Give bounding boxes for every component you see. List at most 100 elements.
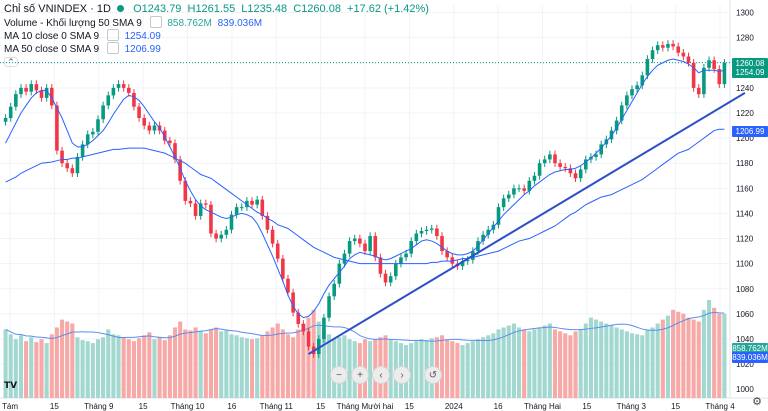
candle-body — [204, 203, 208, 205]
volume-bar — [275, 323, 280, 398]
candle-body — [286, 278, 290, 293]
ma50-value: 1206.99 — [124, 43, 161, 55]
scroll-left-button[interactable]: ‹ — [372, 366, 390, 384]
volume-bar — [629, 333, 635, 398]
volume-bar — [224, 330, 229, 398]
candle-body — [96, 119, 100, 132]
y-tick-label: 1100 — [736, 260, 754, 269]
volume-bar — [316, 321, 321, 398]
volume-bar — [137, 338, 142, 398]
volume-bar — [214, 327, 219, 398]
y-tick-label: 1140 — [736, 209, 754, 218]
zoom-in-button[interactable]: + — [351, 366, 369, 384]
candle-body — [116, 84, 121, 88]
candle-body — [85, 134, 90, 145]
y-tick-label: 1180 — [736, 159, 754, 168]
volume-bar — [706, 300, 712, 398]
candle-body — [188, 200, 193, 204]
x-tick-label: 15 — [139, 402, 148, 411]
volume-bar — [54, 327, 59, 398]
legend-volume-row[interactable]: Volume - Khối lượng 50 SMA 9 858.762M 83… — [4, 16, 265, 30]
chart-nav-toolbar: − + ‹ › ↺ — [330, 366, 442, 384]
volume-bar — [18, 335, 24, 398]
scroll-right-button[interactable]: › — [393, 366, 411, 384]
candle-body — [383, 273, 388, 283]
volume-bar — [172, 327, 178, 398]
x-tick-label: Tháng Hai — [524, 402, 561, 411]
y-tick-label: 1060 — [736, 310, 754, 319]
volume-bar — [496, 329, 501, 398]
price-axis-tag: 858.762M — [732, 343, 768, 354]
volume-bar — [342, 335, 347, 398]
volume-bar — [655, 323, 660, 398]
volume-bar — [660, 319, 665, 398]
candle-body — [702, 67, 706, 95]
candle-body — [548, 154, 552, 160]
candle-body — [650, 50, 655, 59]
candle-body — [450, 257, 455, 264]
volume-bar — [126, 339, 131, 398]
eye-icon[interactable] — [106, 29, 119, 41]
volume-bar — [619, 329, 624, 398]
eye-icon[interactable] — [106, 42, 119, 54]
volume-bar — [249, 339, 255, 398]
candle-body — [301, 323, 306, 332]
candle-body — [368, 236, 372, 252]
volume-bar — [527, 331, 532, 398]
candle-body — [322, 317, 326, 339]
candle-body — [8, 106, 13, 119]
candle-body — [137, 106, 141, 119]
candle-body — [661, 45, 665, 48]
candle-body — [60, 150, 64, 164]
candle-body — [532, 175, 537, 181]
volume-bar — [563, 333, 568, 398]
candle-body — [635, 85, 639, 90]
reset-chart-button[interactable]: ↺ — [424, 366, 442, 384]
candle-body — [568, 168, 573, 174]
candle-body — [306, 331, 311, 347]
candle-body — [332, 283, 336, 297]
candle-body — [399, 257, 403, 264]
candle-body — [671, 43, 675, 47]
candle-body — [214, 233, 218, 239]
volume-bar — [624, 331, 629, 398]
ohlc-open: O1243.79 — [133, 3, 182, 15]
volume-bar — [80, 340, 85, 398]
legend-ma50-row[interactable]: MA 50 close 0 SMA 9 1206.99 — [4, 42, 164, 56]
volume-bar — [552, 329, 558, 398]
candle-body — [19, 87, 23, 95]
volume-bar — [491, 333, 496, 398]
candle-body — [75, 156, 80, 174]
ohlc-change: +17.62 (+1.42%) — [347, 3, 429, 15]
legend-ma10-row[interactable]: MA 10 close 0 SMA 9 1254.09 — [4, 29, 164, 43]
candle-body — [542, 159, 547, 164]
candle-body — [250, 200, 254, 205]
candle-body — [363, 243, 367, 252]
volume-bar — [573, 331, 578, 398]
candle-body — [419, 231, 424, 234]
volume-bar — [152, 339, 157, 398]
candle-body — [640, 75, 645, 86]
candle-body — [691, 62, 696, 88]
zoom-out-button[interactable]: − — [330, 366, 348, 384]
y-tick-label: 1120 — [736, 235, 754, 244]
ma10-line — [5, 58, 725, 319]
y-tick-label: 1020 — [736, 360, 754, 369]
volume-bar — [445, 339, 450, 398]
volume-bar — [142, 335, 147, 398]
volume-bar — [455, 343, 460, 398]
volume-bar — [49, 334, 54, 398]
volume-bar — [306, 317, 311, 398]
gear-icon[interactable]: ⚙ — [752, 396, 762, 408]
candle-body — [270, 229, 275, 244]
price-axis-tag: 839.036M — [732, 352, 768, 363]
candle-body — [573, 173, 578, 179]
trend-line — [308, 92, 746, 355]
collapse-legend-chevron-up-icon[interactable]: ⌃ — [4, 57, 18, 67]
volume-bar — [198, 331, 203, 398]
candle-body — [352, 238, 357, 242]
candle-body — [630, 89, 634, 96]
volume-bar — [568, 335, 573, 398]
eye-icon[interactable] — [149, 16, 162, 28]
